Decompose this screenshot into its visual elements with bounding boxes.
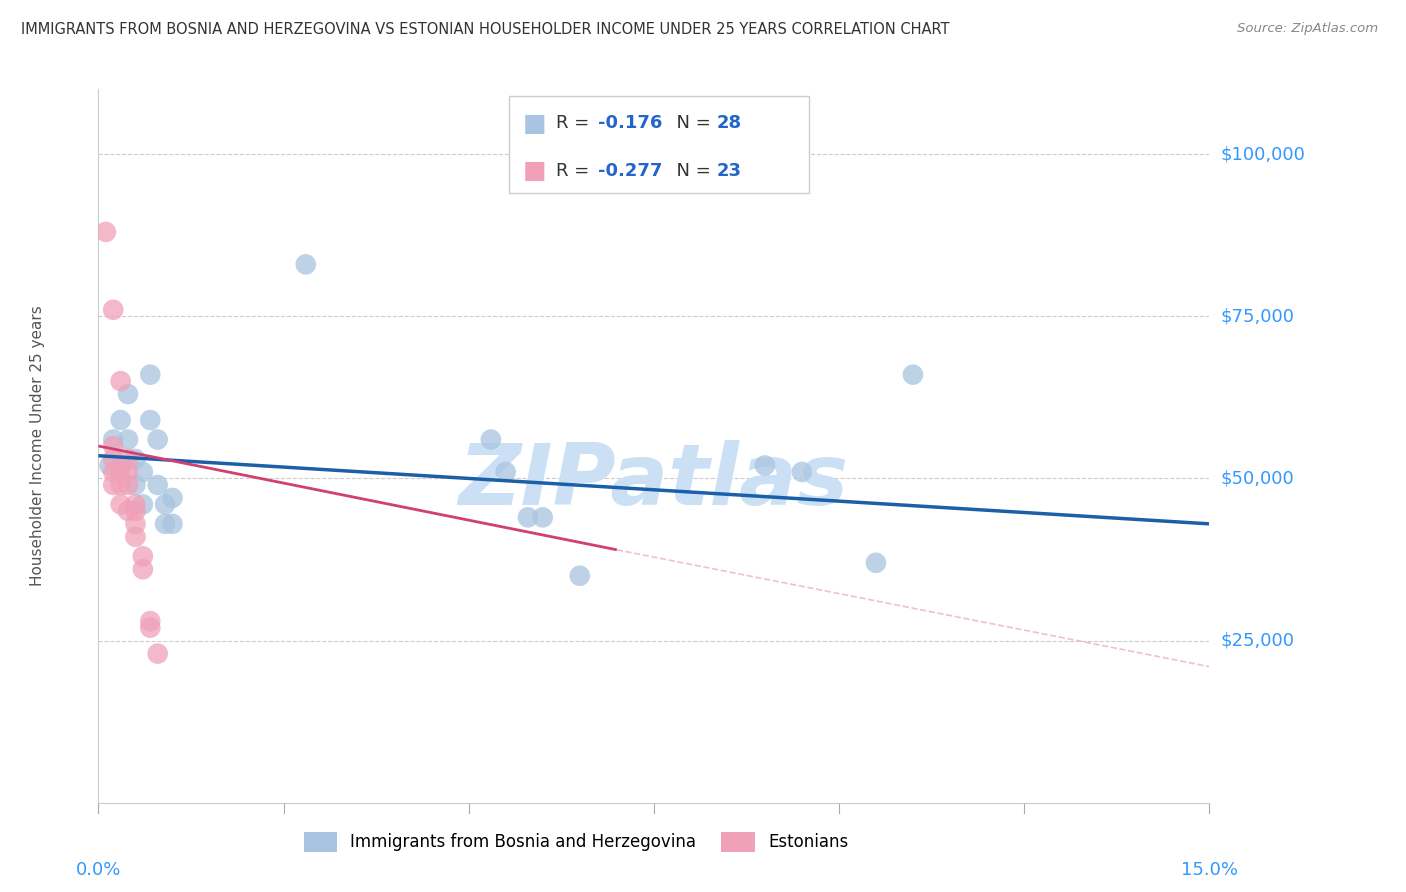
Point	[124, 478, 146, 492]
Text: Householder Income Under 25 years: Householder Income Under 25 years	[30, 306, 45, 586]
Point	[901, 368, 924, 382]
Point	[790, 465, 813, 479]
Point	[146, 647, 169, 661]
Text: N =: N =	[665, 114, 717, 132]
Point	[139, 413, 162, 427]
Point	[132, 562, 155, 576]
Text: IMMIGRANTS FROM BOSNIA AND HERZEGOVINA VS ESTONIAN HOUSEHOLDER INCOME UNDER 25 Y: IMMIGRANTS FROM BOSNIA AND HERZEGOVINA V…	[21, 22, 949, 37]
Text: Source: ZipAtlas.com: Source: ZipAtlas.com	[1237, 22, 1378, 36]
Text: R =: R =	[555, 162, 595, 180]
Legend: Immigrants from Bosnia and Herzegovina, Estonians: Immigrants from Bosnia and Herzegovina, …	[297, 825, 855, 859]
Text: R =: R =	[555, 114, 595, 132]
Point	[132, 465, 155, 479]
Text: -0.176: -0.176	[599, 114, 662, 132]
Text: -0.277: -0.277	[599, 162, 662, 180]
Text: 23: 23	[717, 162, 742, 180]
Text: ZIPatlas: ZIPatlas	[458, 440, 849, 524]
Text: 15.0%: 15.0%	[1181, 861, 1237, 880]
Point	[94, 225, 117, 239]
Point	[117, 504, 139, 518]
Point	[162, 491, 184, 505]
Point	[146, 433, 169, 447]
Point	[479, 433, 502, 447]
Text: $50,000: $50,000	[1220, 469, 1294, 487]
Point	[117, 452, 139, 467]
Text: ■: ■	[523, 160, 547, 183]
Point	[117, 433, 139, 447]
Point	[516, 510, 538, 524]
Point	[110, 478, 132, 492]
Point	[103, 439, 125, 453]
Point	[162, 516, 184, 531]
Text: $100,000: $100,000	[1220, 145, 1305, 163]
Point	[139, 614, 162, 628]
Point	[103, 452, 125, 467]
Point	[110, 458, 132, 473]
Point	[531, 510, 554, 524]
Text: $75,000: $75,000	[1220, 307, 1295, 326]
Point	[110, 497, 132, 511]
Point	[568, 568, 591, 582]
Point	[124, 504, 146, 518]
Point	[153, 497, 176, 511]
Point	[124, 530, 146, 544]
Point	[103, 433, 125, 447]
FancyBboxPatch shape	[509, 96, 810, 193]
Point	[754, 458, 776, 473]
Text: 28: 28	[717, 114, 742, 132]
Point	[865, 556, 887, 570]
Point	[124, 497, 146, 511]
Point	[110, 413, 132, 427]
Point	[124, 516, 146, 531]
Text: N =: N =	[665, 162, 717, 180]
Point	[139, 621, 162, 635]
Point	[117, 387, 139, 401]
Point	[124, 452, 146, 467]
Point	[110, 374, 132, 388]
Point	[117, 478, 139, 492]
Point	[132, 549, 155, 564]
Point	[98, 458, 121, 473]
Text: $25,000: $25,000	[1220, 632, 1295, 649]
Text: ■: ■	[523, 112, 547, 136]
Point	[495, 465, 517, 479]
Point	[103, 465, 125, 479]
Point	[153, 516, 176, 531]
Point	[103, 478, 125, 492]
Point	[110, 465, 132, 479]
Point	[103, 302, 125, 317]
Text: 0.0%: 0.0%	[76, 861, 121, 880]
Point	[139, 368, 162, 382]
Point	[294, 257, 316, 271]
Point	[146, 478, 169, 492]
Point	[117, 465, 139, 479]
Point	[132, 497, 155, 511]
